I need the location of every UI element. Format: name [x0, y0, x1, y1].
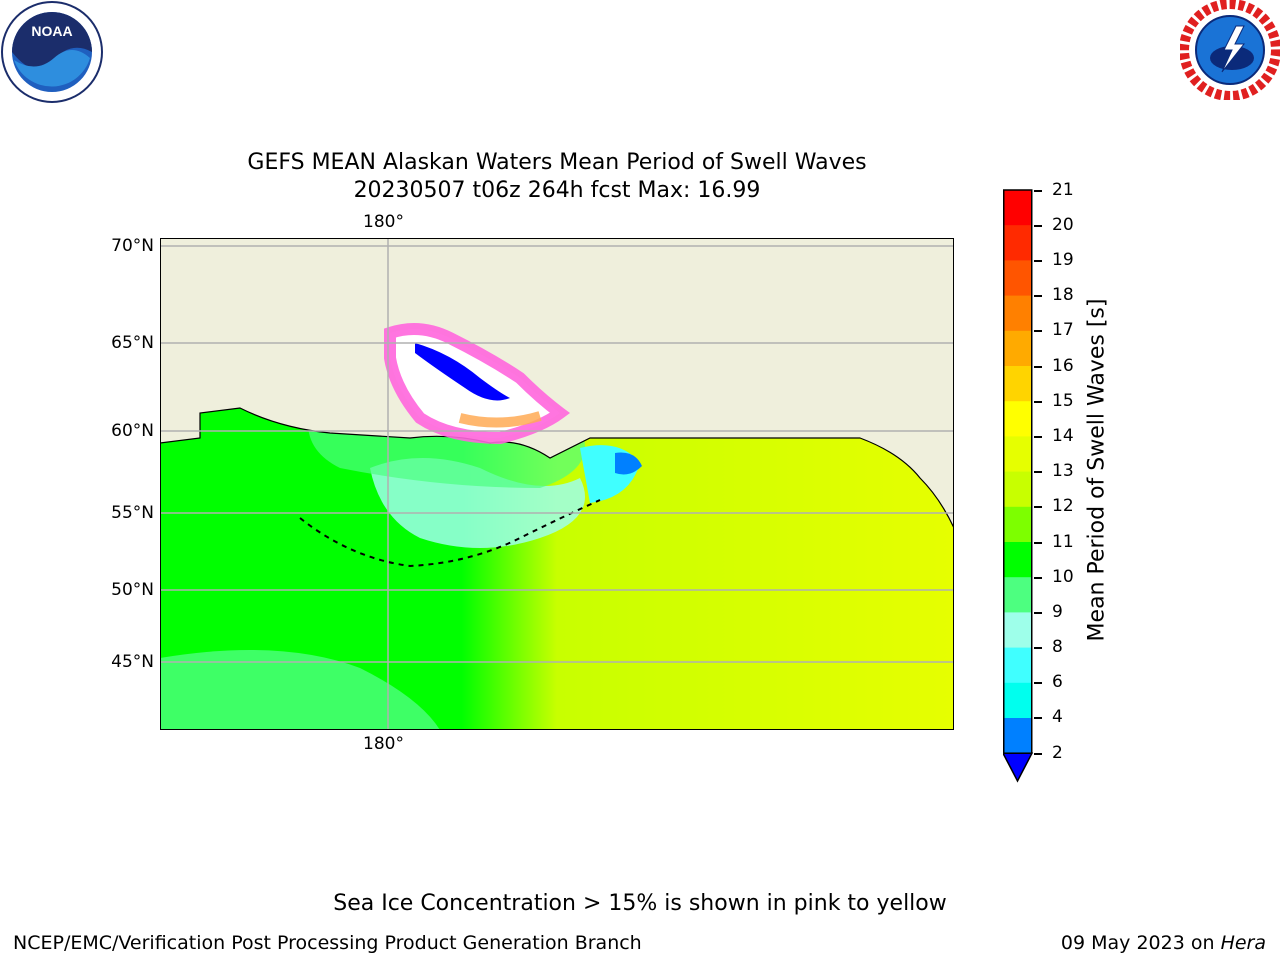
colorbar-segment — [1003, 330, 1032, 367]
colorbar-segment — [1003, 542, 1032, 578]
colorbar-segment — [1003, 190, 1032, 226]
cb-tick-10: 10 — [1034, 567, 1074, 587]
cb-tick-12: 12 — [1034, 496, 1074, 516]
cb-tick-15: 15 — [1034, 391, 1074, 411]
footer-date: 09 May 2023 on Hera — [1061, 932, 1266, 954]
lat-tick-50: 50°N — [111, 580, 154, 600]
noaa-logo-text: NOAA — [31, 23, 72, 39]
cb-tick-8: 8 — [1034, 637, 1063, 657]
colorbar-segment — [1003, 436, 1032, 473]
colorbar-segment — [1003, 647, 1032, 684]
lon-tick-bottom: 180° — [363, 734, 404, 754]
colorbar-segment — [1003, 260, 1032, 297]
lat-tick-60: 60°N — [111, 421, 154, 441]
cb-tick-6: 6 — [1034, 672, 1063, 692]
cb-tick-14: 14 — [1034, 426, 1074, 446]
nws-logo — [1179, 0, 1280, 101]
cb-tick-4: 4 — [1034, 707, 1063, 727]
cb-tick-19: 19 — [1034, 250, 1074, 270]
sea-ice-pink — [384, 323, 571, 445]
lat-tick-65: 65°N — [111, 333, 154, 353]
cb-tick-9: 9 — [1034, 602, 1063, 622]
colorbar-frame — [1003, 189, 1033, 754]
noaa-logo: NOAA — [0, 0, 104, 104]
colorbar-segment — [1003, 577, 1032, 613]
colorbar-segment — [1003, 612, 1032, 649]
colorbar-extend-triangle — [1001, 752, 1034, 783]
colorbar-segment — [1003, 401, 1032, 437]
cb-tick-2: 2 — [1034, 743, 1063, 763]
sea-ice-orange — [458, 411, 542, 428]
colorbar-label: Mean Period of Swell Waves [s] — [1084, 298, 1110, 642]
cb-tick-16: 16 — [1034, 356, 1074, 376]
cb-tick-17: 17 — [1034, 320, 1074, 340]
colorbar-segment — [1003, 366, 1032, 402]
map-title: GEFS MEAN Alaskan Waters Mean Period of … — [247, 150, 867, 175]
graticule — [160, 238, 954, 730]
lat-tick-70: 70°N — [111, 236, 154, 256]
lat-tick-55: 55°N — [111, 503, 154, 523]
swell-band-blue-east — [615, 452, 642, 475]
map-panel — [159, 237, 955, 731]
colorbar-segment — [1003, 506, 1032, 543]
footer-machine: Hera — [1220, 932, 1266, 954]
colorbar-segment — [1003, 718, 1032, 754]
cb-tick-13: 13 — [1034, 461, 1074, 481]
cb-tick-11: 11 — [1034, 532, 1074, 552]
lat-tick-45: 45°N — [111, 652, 154, 672]
footer-date-text: 09 May 2023 on — [1060, 932, 1221, 954]
colorbar-segment — [1003, 225, 1032, 261]
lon-tick-top: 180° — [363, 212, 404, 232]
colorbar — [1001, 189, 1034, 784]
map-subtitle: 20230507 t06z 264h fcst Max: 16.99 — [353, 178, 761, 203]
cb-tick-21: 21 — [1034, 180, 1074, 200]
cb-tick-20: 20 — [1034, 215, 1074, 235]
cb-tick-18: 18 — [1034, 285, 1074, 305]
footer-branch: NCEP/EMC/Verification Post Processing Pr… — [13, 932, 642, 954]
sea-ice-note: Sea Ice Concentration > 15% is shown in … — [333, 891, 947, 916]
land — [159, 237, 955, 529]
colorbar-segment — [1003, 295, 1032, 332]
swell-band-light-green — [160, 650, 440, 730]
colorbar-segment — [1003, 682, 1032, 719]
colorbar-segment — [1003, 471, 1032, 508]
sea-ice-dark-blue — [415, 343, 510, 401]
